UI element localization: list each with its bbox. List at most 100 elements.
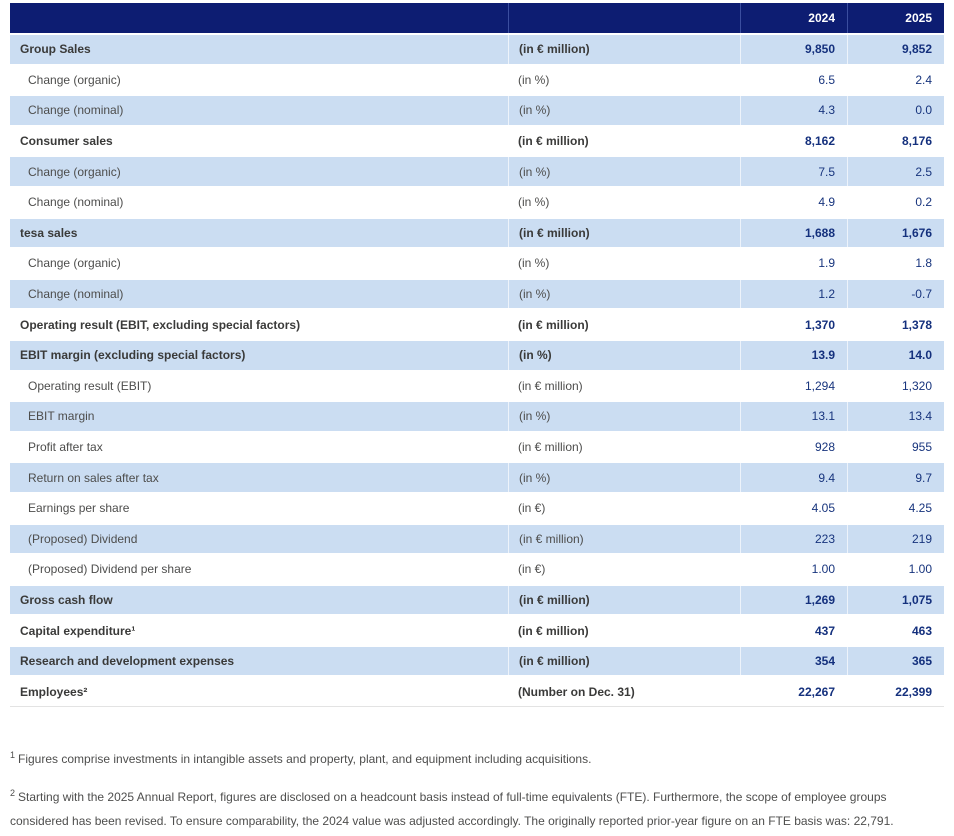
- table-row: Change (organic) (in %) 6.5 2.4: [10, 65, 944, 95]
- row-value-2024: 354: [740, 646, 847, 676]
- row-value-2024: 1,269: [740, 585, 847, 615]
- table-row: Consumer sales (in € million) 8,162 8,17…: [10, 126, 944, 156]
- row-unit: (in €): [518, 501, 546, 516]
- row-label: Return on sales after tax: [28, 470, 159, 485]
- footnote-1: 1 Figures comprise investments in intangi…: [10, 747, 944, 771]
- table-row: (Proposed) Dividend per share (in €) 1.0…: [10, 555, 944, 584]
- header-unit-cell: [508, 3, 740, 33]
- row-unit: (in %): [508, 279, 740, 309]
- row-label: Profit after tax: [28, 440, 103, 455]
- row-value-2025: 1,378: [901, 317, 932, 332]
- table-row: Change (nominal) (in %) 4.9 0.2: [10, 187, 944, 217]
- row-unit: (in € million): [508, 646, 740, 676]
- row-unit: (in %): [508, 157, 740, 186]
- row-value-2024: 223: [740, 524, 847, 554]
- row-label: (Proposed) Dividend per share: [28, 562, 192, 577]
- row-label: Employees²: [20, 684, 88, 699]
- row-value-2024: 1,370: [804, 317, 835, 332]
- row-value-2024: 4.05: [811, 501, 835, 516]
- row-value-2024: 6.5: [818, 72, 835, 87]
- footnote-2-marker: 2: [10, 788, 16, 799]
- key-figures-table: 2024 2025 Group Sales (in € million) 9,8…: [10, 3, 944, 708]
- table-row: Change (organic) (in %) 1.9 1.8: [10, 249, 944, 278]
- row-value-2025: 14.0: [847, 340, 944, 370]
- table-row: Employees² (Number on Dec. 31) 22,267 22…: [10, 677, 944, 707]
- row-value-2024: 13.9: [740, 340, 847, 370]
- row-value-2024: 13.1: [740, 402, 847, 431]
- row-label: Consumer sales: [20, 134, 113, 149]
- row-unit: (in € million): [518, 134, 589, 149]
- header-year-2024: 2024: [740, 3, 847, 33]
- table-row: Change (organic) (in %) 7.5 2.5: [10, 157, 944, 186]
- row-value-2024: 928: [814, 440, 835, 455]
- row-label: Group Sales: [20, 42, 91, 57]
- row-value-2025: 13.4: [847, 402, 944, 431]
- row-value-2025: 463: [911, 623, 932, 638]
- table-row: EBIT margin (in %) 13.1 13.4: [10, 402, 944, 431]
- table-row: tesa sales (in € million) 1,688 1,676: [10, 218, 944, 248]
- row-value-2025: 0.2: [915, 195, 932, 210]
- row-unit: (in € million): [518, 623, 589, 638]
- row-value-2025: 0.0: [847, 96, 944, 125]
- row-value-2024: 437: [814, 623, 835, 638]
- row-unit: (in € million): [518, 440, 583, 455]
- row-unit: (in € million): [518, 378, 583, 393]
- row-value-2025: 1,676: [847, 218, 944, 248]
- row-unit: (in € million): [518, 317, 589, 332]
- row-value-2025: 1.8: [915, 256, 932, 271]
- row-value-2024: 1.2: [740, 279, 847, 309]
- row-value-2025: 4.25: [908, 501, 932, 516]
- table-row: Group Sales (in € million) 9,850 9,852: [10, 35, 944, 64]
- row-unit: (in € million): [508, 35, 740, 64]
- table-row: Gross cash flow (in € million) 1,269 1,0…: [10, 585, 944, 615]
- row-label: Change (nominal): [28, 287, 124, 302]
- row-unit: (in %): [518, 256, 550, 271]
- row-label: Research and development expenses: [20, 654, 235, 669]
- table-row: EBIT margin (excluding special factors) …: [10, 340, 944, 370]
- row-value-2024: 1.00: [811, 562, 835, 577]
- row-value-2025: 9,852: [847, 35, 944, 64]
- row-value-2025: 1,075: [847, 585, 944, 615]
- table-row: Profit after tax (in € million) 928 955: [10, 432, 944, 462]
- row-value-2024: 7.5: [740, 157, 847, 186]
- header-label-cell: [10, 3, 508, 33]
- row-value-2025: 219: [847, 524, 944, 554]
- row-label: Capital expenditure¹: [20, 623, 136, 638]
- row-value-2025: 1,320: [901, 378, 932, 393]
- row-value-2024: 4.3: [740, 96, 847, 125]
- table-bottom-border: [10, 706, 944, 708]
- row-unit: (in %): [508, 463, 740, 492]
- row-label: tesa sales: [20, 225, 78, 240]
- row-unit: (in € million): [508, 218, 740, 248]
- row-label: Change (organic): [28, 72, 121, 87]
- row-value-2024: 1,294: [804, 378, 835, 393]
- table-row: (Proposed) Dividend (in € million) 223 2…: [10, 524, 944, 554]
- row-value-2025: 2.4: [915, 72, 932, 87]
- row-label: Operating result (EBIT): [28, 378, 152, 393]
- row-value-2025: 8,176: [901, 134, 932, 149]
- row-value-2024: 8,162: [804, 134, 835, 149]
- row-value-2025: -0.7: [847, 279, 944, 309]
- row-value-2024: 9,850: [740, 35, 847, 64]
- row-label: Earnings per share: [28, 501, 130, 516]
- table-row: Operating result (EBIT, excluding specia…: [10, 310, 944, 339]
- row-value-2024: 22,267: [798, 684, 835, 699]
- row-label: Gross cash flow: [20, 592, 113, 607]
- row-value-2024: 1,688: [740, 218, 847, 248]
- footnote-2-text: Starting with the 2025 Annual Report, fi…: [10, 790, 894, 828]
- row-value-2025: 9.7: [847, 463, 944, 492]
- footnote-1-text: Figures comprise investments in intangib…: [18, 752, 592, 767]
- row-unit: (in %): [508, 402, 740, 431]
- row-unit: (in %): [518, 195, 550, 210]
- footnote-1-marker: 1: [10, 750, 16, 761]
- table-row: Earnings per share (in €) 4.05 4.25: [10, 493, 944, 523]
- row-value-2025: 22,399: [895, 684, 932, 699]
- row-label: Operating result (EBIT, excluding specia…: [20, 317, 301, 332]
- row-unit: (in %): [508, 340, 740, 370]
- row-unit: (in %): [508, 96, 740, 125]
- footnote-2: 2 Starting with the 2025 Annual Report, f…: [10, 785, 944, 833]
- row-value-2024: 4.9: [818, 195, 835, 210]
- table-row: Return on sales after tax (in %) 9.4 9.7: [10, 463, 944, 492]
- row-value-2025: 365: [847, 646, 944, 676]
- table-header-row: 2024 2025: [10, 3, 944, 33]
